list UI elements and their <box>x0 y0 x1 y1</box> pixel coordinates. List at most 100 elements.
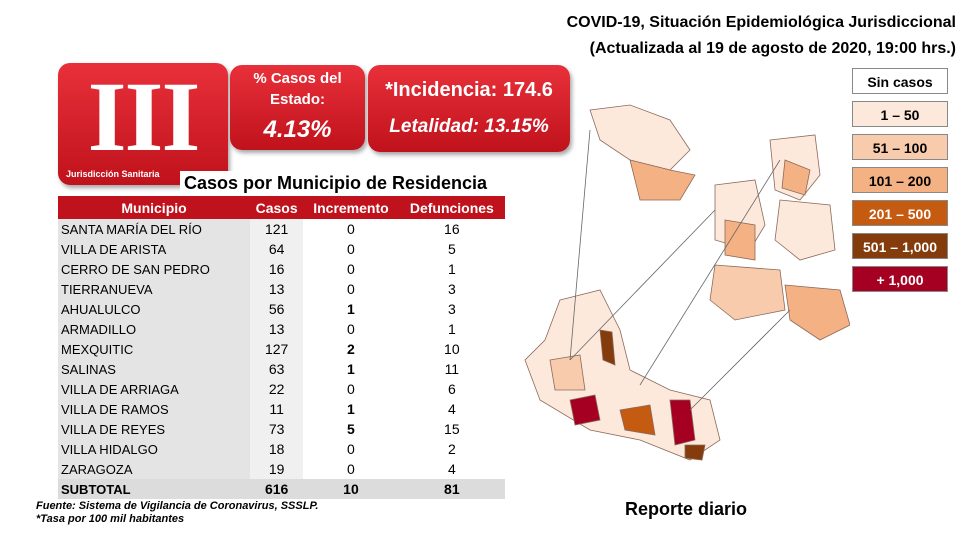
cell: 2 <box>347 341 355 357</box>
cell: 2 <box>447 441 456 457</box>
cell: 0 <box>347 381 355 397</box>
legend-entry: 501 – 1,000 <box>852 233 948 259</box>
lethality: Letalidad: 13.15% <box>389 116 549 137</box>
cell: 121 <box>250 219 304 239</box>
region <box>774 199 836 261</box>
table-row: VILLA DE REYES 73 5 15 <box>58 419 505 439</box>
total-cell: 81 <box>398 479 505 499</box>
table-row: ARMADILLO 13 0 1 <box>58 319 505 339</box>
cell: 5 <box>447 241 456 257</box>
cell: 3 <box>447 301 456 317</box>
table-title: Casos por Municipio de Residencia <box>180 171 492 196</box>
legend-entry: 101 – 200 <box>852 167 948 193</box>
cell: 1 <box>347 301 355 317</box>
cell: 6 <box>447 381 456 397</box>
legend-entry: 201 – 500 <box>852 200 948 226</box>
region <box>709 264 786 321</box>
column-header: Casos <box>250 196 304 219</box>
map <box>524 104 850 461</box>
cell: 0 <box>347 221 355 237</box>
column-header: Municipio <box>58 196 251 219</box>
table-row: ZARAGOZA 19 0 4 <box>58 459 505 479</box>
table-row: VILLA DE RAMOS 11 1 4 <box>58 399 505 419</box>
cell: 18 <box>250 439 304 459</box>
cell: 1 <box>347 401 355 417</box>
region <box>569 394 601 426</box>
rates-box: *Incidencia: 174.6 Letalidad: 13.15% <box>368 65 570 152</box>
table-row: CERRO DE SAN PEDRO 16 0 1 <box>58 259 505 279</box>
cell: VILLA DE REYES <box>58 419 251 439</box>
cell: 0 <box>347 241 355 257</box>
region <box>549 354 586 391</box>
badge-label: Jurisdicción Sanitaria <box>66 169 160 179</box>
table-row: AHUALULCO 56 1 3 <box>58 299 505 319</box>
note: Fuente: Sistema de Vigilancia de Coronav… <box>36 500 319 512</box>
cases-table: Municipio Casos Incremento Defunciones SANTA… <box>58 196 505 499</box>
cell: 0 <box>347 441 355 457</box>
cell: 1 <box>447 321 456 337</box>
cell: 16 <box>250 259 304 279</box>
cell: 73 <box>250 419 304 439</box>
cell: 15 <box>444 421 460 437</box>
region <box>669 399 696 446</box>
note: *Tasa por 100 mil habitantes <box>36 513 185 525</box>
total-cell: 616 <box>250 479 304 499</box>
cell: 11 <box>250 399 304 419</box>
footer: Reporte diario <box>625 499 748 519</box>
legend-entry: + 1,000 <box>852 266 948 292</box>
cell: TIERRANUEVA <box>58 279 251 299</box>
region <box>724 219 756 261</box>
region <box>589 104 691 171</box>
table-row: VILLA HIDALGO 18 0 2 <box>58 439 505 459</box>
column-header: Defunciones <box>398 196 505 219</box>
cell: 127 <box>250 339 304 359</box>
zoom-lines <box>569 129 791 411</box>
legend-entry: 51 – 100 <box>852 134 948 160</box>
cell: 0 <box>347 321 355 337</box>
region <box>784 284 850 341</box>
cell: 63 <box>250 359 304 379</box>
cell: CERRO DE SAN PEDRO <box>58 259 251 279</box>
notes: Fuente: Sistema de Vigilancia de Coronav… <box>36 500 326 526</box>
total-cell: SUBTOTAL <box>58 479 251 499</box>
table-row: VILLA DE ARISTA 64 0 5 <box>58 239 505 259</box>
cell: 4 <box>447 461 456 477</box>
numeral: III <box>87 61 201 172</box>
cell: ZARAGOZA <box>58 459 251 479</box>
legend: Sin casos 1 – 50 51 – 100 101 – 200 201 – 50… <box>852 68 948 299</box>
cell: 11 <box>444 361 460 377</box>
subtitle: (Actualizada al 19 de agosto de 2020, 19… <box>589 40 956 57</box>
region <box>599 329 616 366</box>
cell: 19 <box>250 459 304 479</box>
cell: 13 <box>250 319 304 339</box>
cell: 13 <box>250 279 304 299</box>
table-row: MEXQUITIC 127 2 10 <box>58 339 505 359</box>
cell: SANTA MARÍA DEL RÍO <box>58 219 251 239</box>
jurisdiction-badge: III Jurisdicción Sanitaria <box>58 63 228 185</box>
total-cell: 10 <box>303 479 399 499</box>
cell: 4 <box>447 401 456 417</box>
cell: 3 <box>447 281 456 297</box>
cell: 0 <box>347 261 355 277</box>
cell: VILLA DE ARISTA <box>58 239 251 259</box>
cell: 56 <box>250 299 304 319</box>
cell: 10 <box>444 341 460 357</box>
cell: VILLA DE RAMOS <box>58 399 251 419</box>
cell: VILLA HIDALGO <box>58 439 251 459</box>
cell: 5 <box>347 421 355 437</box>
cell: 0 <box>347 281 355 297</box>
legend-entry: 1 – 50 <box>852 101 948 127</box>
share-label: % Casos del Estado: <box>253 70 342 108</box>
share-box: % Casos del Estado: 4.13% <box>230 65 365 150</box>
total-row: SUBTOTAL 616 10 81 <box>58 479 505 499</box>
cell: AHUALULCO <box>58 299 251 319</box>
cell: 64 <box>250 239 304 259</box>
cell: MEXQUITIC <box>58 339 251 359</box>
table-row: SANTA MARÍA DEL RÍO 121 0 16 <box>58 219 505 239</box>
cell: 22 <box>250 379 304 399</box>
cell: VILLA DE ARRIAGA <box>58 379 251 399</box>
share-value: 4.13% <box>263 116 332 143</box>
region <box>629 159 696 201</box>
region <box>781 159 811 196</box>
cell: 16 <box>444 221 460 237</box>
